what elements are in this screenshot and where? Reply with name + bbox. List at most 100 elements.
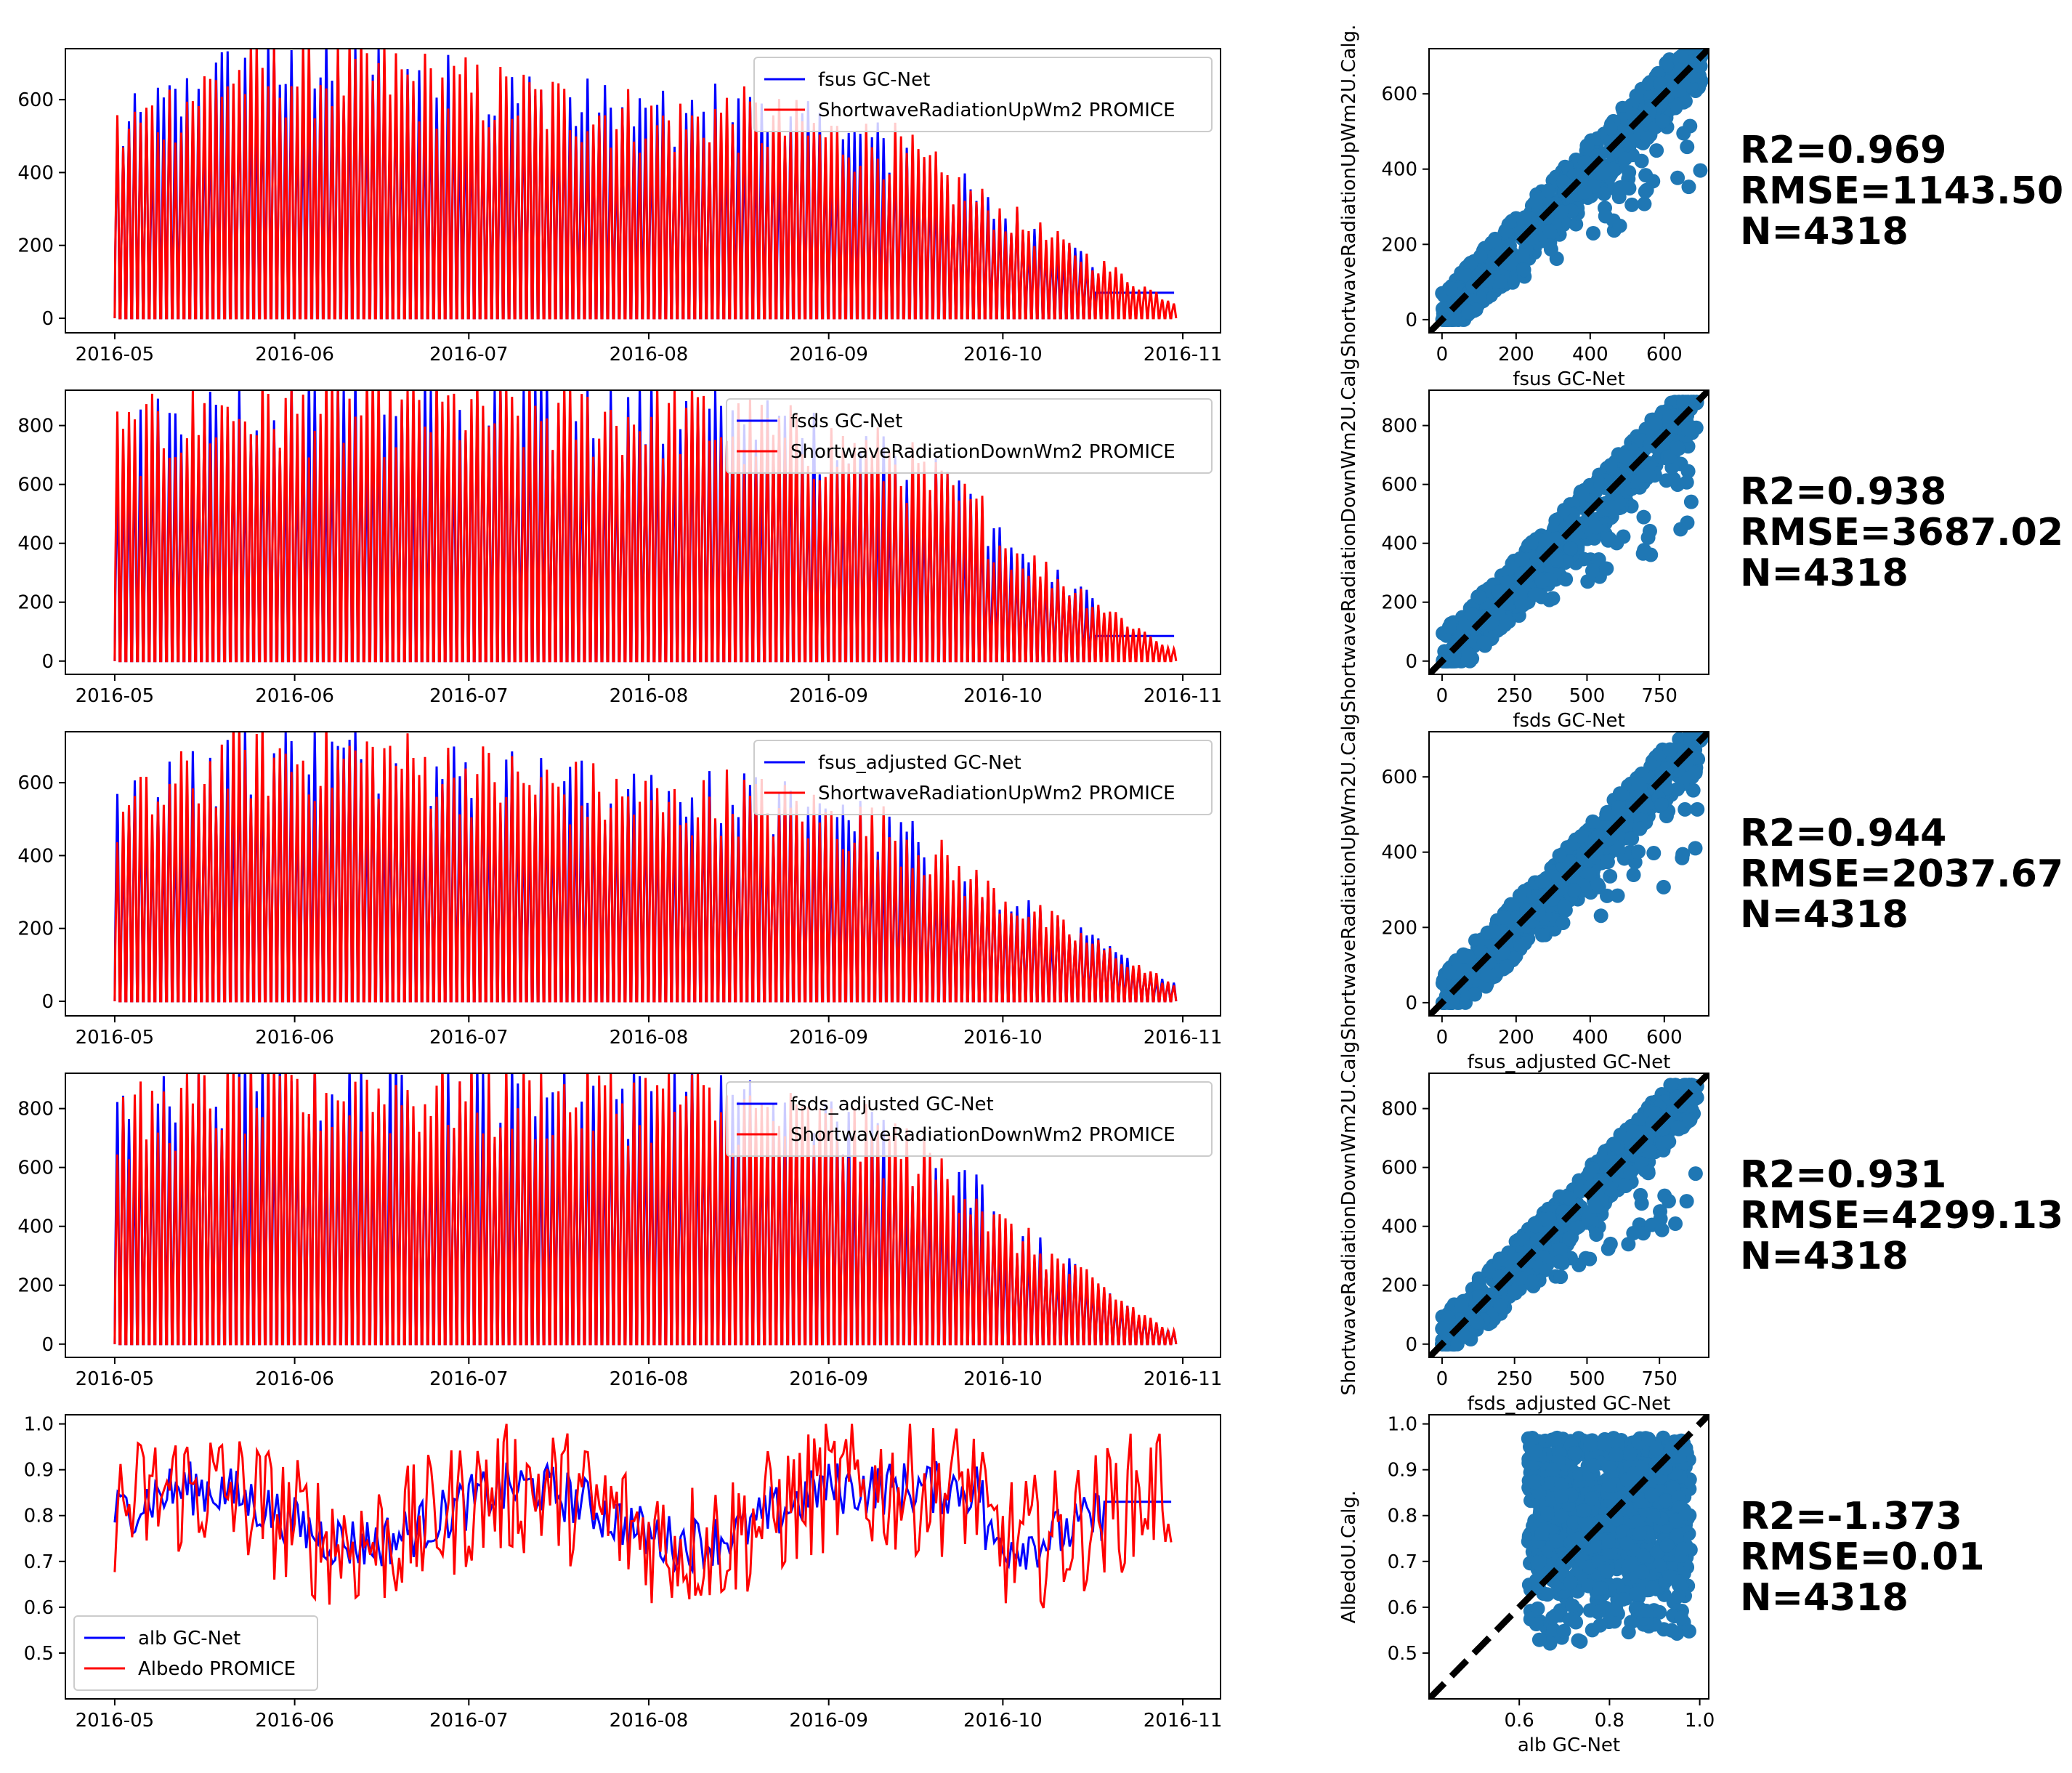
scatter-point (1590, 877, 1606, 892)
x-tick-label: 2016-05 (76, 344, 155, 365)
scatter-point (1678, 801, 1693, 817)
x-tick-label: 2016-10 (963, 1027, 1043, 1049)
scatter-point (1693, 163, 1708, 178)
scatter-point (1624, 831, 1640, 847)
scatter-point (1531, 1632, 1547, 1647)
scatter-point (1631, 844, 1646, 860)
scatter-point (1659, 58, 1675, 73)
x-tick-label: 0 (1436, 1027, 1449, 1049)
scatter-point (1599, 806, 1614, 821)
scatter-point (1607, 1614, 1622, 1629)
x-tick-label: 2016-09 (789, 685, 868, 707)
x-tick-label: 2016-11 (1144, 1710, 1223, 1732)
scatter-point (1599, 561, 1614, 576)
scatter-point (1668, 1216, 1683, 1232)
scatter-point (1472, 589, 1487, 605)
x-tick-label: 0 (1436, 685, 1449, 707)
scatter-point (1487, 233, 1502, 249)
legend-entry: ShortwaveRadiationDownWm2 PROMICE (790, 1124, 1175, 1146)
y-tick-label: 400 (17, 162, 54, 184)
x-tick-label: 2016-09 (789, 1027, 868, 1049)
scatter-point (1586, 1458, 1601, 1474)
scatter-point (1634, 153, 1649, 169)
one-to-one-line (1429, 732, 1709, 1016)
x-tick-label: 2016-08 (610, 1710, 689, 1732)
y-tick-label: 800 (1381, 1099, 1417, 1120)
scatter-point (1478, 979, 1494, 994)
scatter-point (1622, 165, 1637, 180)
scatter-point (1617, 151, 1632, 166)
scatter-point (1600, 1564, 1615, 1579)
y-tick-label: 0.7 (1388, 1551, 1417, 1573)
scatter-point (1530, 1555, 1545, 1570)
scatter-point (1528, 1219, 1543, 1234)
y-tick-label: 800 (1381, 416, 1417, 437)
x-tick-label: 2016-09 (789, 344, 868, 365)
series-line-promice (113, 49, 1178, 320)
x-tick-label: 2016-08 (610, 1368, 689, 1390)
x-tick-label: 2016-09 (789, 1710, 868, 1732)
scatter-point (1502, 238, 1517, 254)
y-tick-label: 400 (17, 533, 54, 555)
time-series-panel-1 (59, 48, 1221, 339)
scatter-point (1603, 1545, 1618, 1560)
x-tick-label: 2016-05 (76, 1368, 155, 1390)
scatter-point (1606, 1136, 1621, 1152)
scatter-point (1642, 523, 1657, 538)
scatter-point (1495, 910, 1510, 925)
scatter-point (1636, 509, 1651, 525)
scatter-point (1659, 780, 1675, 796)
x-tick-label: 2016-08 (610, 344, 689, 365)
scatter-point (1670, 763, 1685, 778)
scatter-point (1548, 1608, 1563, 1623)
stat-line: N=4318 (1740, 552, 1909, 595)
scatter-point (1621, 1559, 1636, 1574)
stat-line: N=4318 (1740, 893, 1909, 937)
x-tick-label: 2016-06 (255, 344, 334, 365)
series-line-promice (113, 732, 1178, 1003)
x-tick-label: 250 (1497, 1368, 1533, 1390)
scatter-point (1583, 1437, 1598, 1452)
scatter-point (1619, 1536, 1635, 1551)
stat-line: R2=0.969 (1740, 129, 1947, 172)
scatter-point (1626, 1124, 1641, 1139)
y-tick-label: 800 (17, 1099, 54, 1120)
scatter-point (1554, 204, 1569, 219)
scatter-point (1688, 1166, 1703, 1182)
scatter-point (1534, 1526, 1550, 1541)
scatter-point (1646, 846, 1662, 861)
y-tick-label: 200 (1381, 592, 1417, 614)
scatter-point (1579, 138, 1595, 153)
scatter-point (1603, 868, 1618, 884)
scatter-point (1664, 460, 1680, 475)
scatter-point (1600, 855, 1615, 870)
scatter-point (1648, 416, 1663, 432)
scatter-point (1553, 1242, 1569, 1257)
scatter-point (1675, 847, 1691, 862)
scatter-point (1588, 520, 1603, 535)
scatter-point (1552, 1254, 1567, 1269)
stat-line: RMSE=4299.13 (1740, 1194, 2064, 1237)
scatter-point (1612, 218, 1627, 233)
scatter-point (1638, 1603, 1654, 1618)
scatter-point (1497, 617, 1513, 632)
scatter-point (1624, 197, 1640, 212)
scatter-point (1614, 786, 1630, 801)
scatter-point (1553, 881, 1569, 897)
scatter-point (1670, 440, 1685, 456)
scatter-point (1585, 814, 1600, 829)
scatter-point (1593, 477, 1608, 492)
y-tick-label: 400 (17, 1216, 54, 1238)
y-tick-label: 0.6 (24, 1597, 54, 1619)
y-tick-label: 400 (1381, 842, 1417, 864)
scatter-point (1655, 113, 1670, 129)
x-tick-label: 2016-10 (963, 685, 1043, 707)
scatter-point (1601, 1534, 1616, 1549)
scatter-point (1565, 1598, 1580, 1613)
legend-entry: ShortwaveRadiationUpWm2 PROMICE (818, 100, 1175, 121)
x-tick-label: 600 (1646, 344, 1683, 365)
one-to-one-line (1429, 1073, 1709, 1357)
scatter-point (1534, 873, 1550, 889)
scatter-point (1525, 1430, 1540, 1445)
x-tick-label: 400 (1572, 1027, 1608, 1049)
